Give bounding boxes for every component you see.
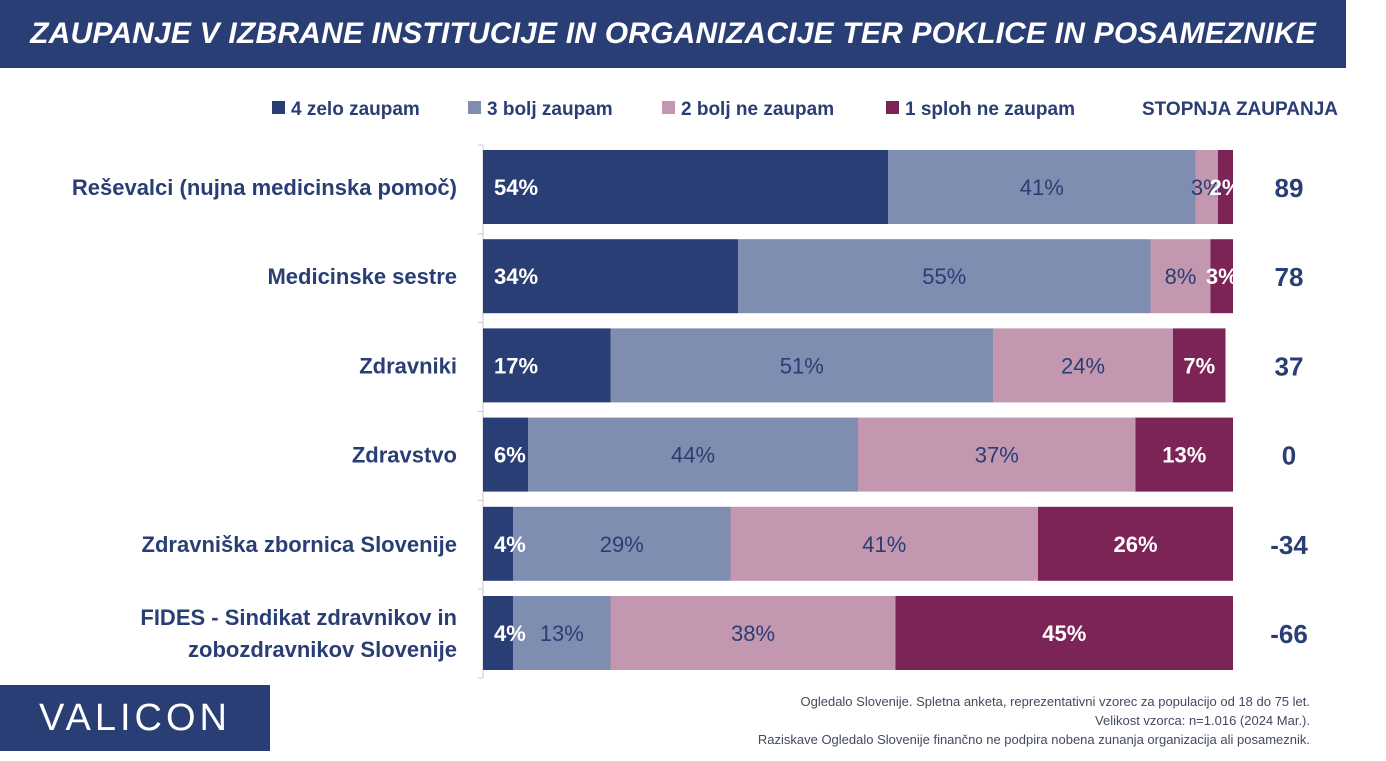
bar-value-label: 41% — [1020, 175, 1064, 200]
bar-segment — [1195, 150, 1218, 224]
bar-value-label: 44% — [671, 443, 715, 468]
bar-value-label: 13% — [540, 621, 584, 646]
legend-swatch — [662, 101, 675, 114]
trust-index-value: 78 — [1275, 262, 1304, 292]
trust-index-value: 37 — [1275, 351, 1304, 381]
bar-value-label: 38% — [731, 621, 775, 646]
bar-value-label: 37% — [975, 443, 1019, 468]
bar-value-label: 34% — [494, 264, 538, 289]
category-label: Zdravniška zbornica Slovenije — [142, 532, 457, 557]
bar-value-label: 24% — [1061, 353, 1105, 378]
bar-segment — [858, 417, 1136, 492]
trust-index-value: 0 — [1282, 441, 1296, 471]
bar-value-label: 26% — [1113, 532, 1157, 557]
valicon-logo: VALICON — [0, 685, 270, 751]
legend-swatch — [468, 101, 481, 114]
bar-segment — [1038, 506, 1233, 581]
bar-segment — [1150, 239, 1211, 314]
trust-index-value: -34 — [1270, 530, 1308, 560]
category-label: Medicinske sestre — [267, 264, 457, 289]
bar-segment — [483, 239, 738, 314]
bar-segment — [528, 417, 858, 492]
bar-segment — [1218, 150, 1233, 224]
bar-segment — [993, 328, 1173, 403]
bar-value-label: 2% — [1210, 175, 1242, 200]
bar-value-label: 3% — [1191, 175, 1223, 200]
bar-segment — [888, 150, 1196, 224]
bar-value-label: 29% — [600, 532, 644, 557]
category-label: Reševalci (nujna medicinska pomoč) — [72, 175, 457, 200]
bar-segment — [513, 596, 611, 670]
legend-label: 2 bolj ne zaupam — [681, 99, 834, 120]
footnote-line: Velikost vzorca: n=1.016 (2024 Mar.). — [1095, 713, 1310, 728]
legend-label: 1 sploh ne zaupam — [905, 99, 1075, 120]
trust-index-header: STOPNJA ZAUPANJA — [1142, 99, 1338, 120]
bar-value-label: 6% — [494, 443, 526, 468]
bar-value-label: 17% — [494, 353, 538, 378]
footnote-line: Ogledalo Slovenije. Spletna anketa, repr… — [800, 694, 1311, 709]
title-bar: ZAUPANJE V IZBRANE INSTITUCIJE IN ORGANI… — [0, 0, 1346, 68]
bar-value-label: 13% — [1162, 443, 1206, 468]
bar-value-label: 51% — [780, 353, 824, 378]
bar-value-label: 7% — [1183, 353, 1215, 378]
bar-segment — [895, 596, 1233, 670]
bar-value-label: 55% — [922, 264, 966, 289]
bar-value-label: 8% — [1165, 264, 1197, 289]
bar-segment — [610, 596, 896, 670]
footnote-line: Raziskave Ogledalo Slovenije finančno ne… — [757, 732, 1310, 747]
bar-segment — [483, 506, 513, 581]
bar-segment — [483, 328, 611, 403]
bar-value-label: 41% — [862, 532, 906, 557]
legend-label: 3 bolj zaupam — [487, 99, 613, 120]
bar-segment — [513, 506, 731, 581]
legend-label: 4 zelo zaupam — [291, 99, 420, 120]
bar-value-label: 3% — [1206, 264, 1238, 289]
bar-value-label: 45% — [1042, 621, 1086, 646]
category-label: Zdravniki — [359, 353, 457, 378]
bar-segment — [1210, 239, 1233, 314]
footnote: Ogledalo Slovenije. Spletna anketa, repr… — [758, 692, 1310, 749]
bar-segment — [730, 506, 1038, 581]
category-label: zobozdravnikov Slovenije — [188, 637, 457, 662]
bar-segment — [483, 596, 513, 670]
legend-swatch — [886, 101, 899, 114]
bar-segment — [1173, 328, 1226, 403]
bar-segment — [483, 150, 888, 224]
category-label: Zdravstvo — [352, 443, 457, 468]
bar-value-label: 4% — [494, 532, 526, 557]
category-label: FIDES - Sindikat zdravnikov in — [140, 605, 457, 630]
chart-title: ZAUPANJE V IZBRANE INSTITUCIJE IN ORGANI… — [30, 17, 1316, 50]
bar-segment — [483, 417, 528, 492]
bar-segment — [738, 239, 1151, 314]
bar-segment — [610, 328, 993, 403]
logo-text: VALICON — [38, 697, 231, 739]
bar-segment — [1135, 417, 1233, 492]
bar-value-label: 54% — [494, 175, 538, 200]
trust-index-value: 89 — [1275, 173, 1304, 203]
trust-index-value: -66 — [1270, 619, 1308, 649]
legend-swatch — [272, 101, 285, 114]
bar-value-label: 4% — [494, 621, 526, 646]
